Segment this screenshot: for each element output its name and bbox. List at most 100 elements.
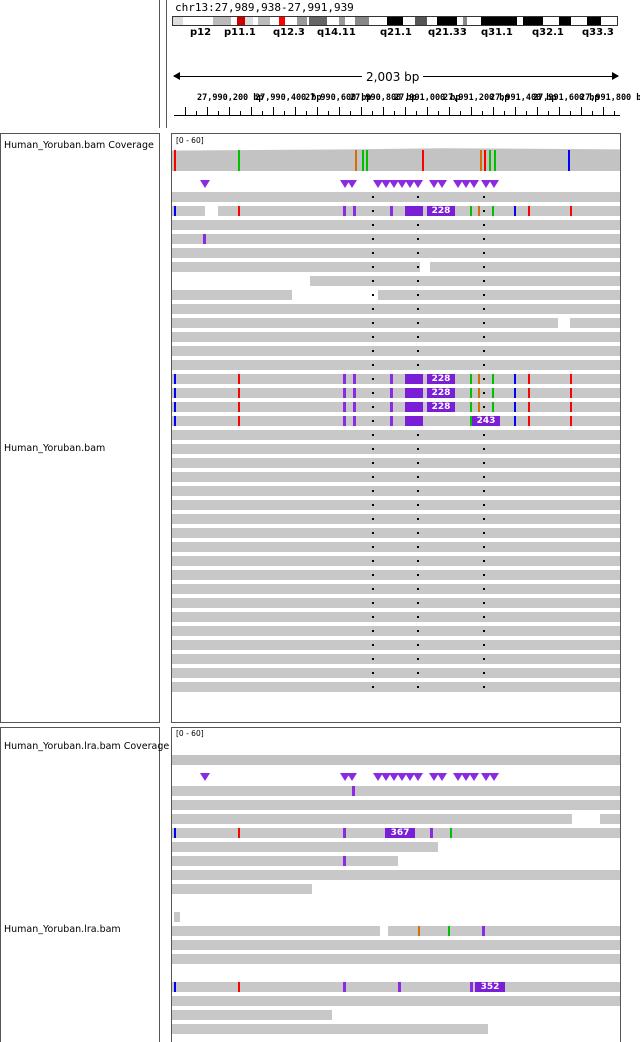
mismatch-base — [492, 374, 494, 384]
deletion-mark — [372, 252, 374, 254]
coverage-track-2[interactable] — [172, 755, 620, 765]
aligned-read — [172, 206, 205, 216]
deletion-mark — [372, 392, 374, 394]
ruler-tick — [295, 107, 296, 115]
ruler-span-label: 2,003 bp — [362, 70, 424, 84]
insertion-mark — [343, 402, 346, 412]
deletion-mark — [483, 322, 485, 324]
ruler-tick — [515, 107, 516, 115]
ruler-tick — [251, 107, 252, 115]
ruler-tick — [449, 107, 450, 115]
mismatch-base — [238, 374, 240, 384]
deletion-mark — [483, 602, 485, 604]
coverage-mismatch — [238, 150, 240, 171]
deletion-mark — [372, 238, 374, 240]
deletion-mark — [372, 210, 374, 212]
insertion-triangle — [397, 180, 407, 188]
deletion-mark — [483, 196, 485, 198]
aligned-read — [172, 940, 620, 950]
deletion-mark — [483, 280, 485, 282]
ruler-tick — [438, 111, 439, 115]
deletion-mark — [417, 476, 419, 478]
track-name-alignments-2[interactable]: Human_Yoruban.lra.bam — [4, 924, 121, 935]
insertion-block — [405, 388, 423, 398]
ruler-axis — [174, 115, 620, 116]
aligned-read — [172, 926, 380, 936]
insertion-block — [405, 374, 423, 384]
insertion-triangle — [437, 180, 447, 188]
mismatch-base — [470, 402, 472, 412]
insertion-triangle — [200, 773, 210, 781]
deletion-mark — [417, 602, 419, 604]
insertion-block — [405, 416, 423, 426]
coverage-range-1: [0 - 60] — [176, 136, 204, 145]
chromosome-ideogram[interactable] — [172, 16, 618, 26]
deletion-mark — [417, 196, 419, 198]
insertion-mark — [343, 206, 346, 216]
deletion-mark — [417, 532, 419, 534]
track-name-coverage-2[interactable]: Human_Yoruban.lra.bam Coverage — [4, 741, 170, 752]
deletion-mark — [417, 616, 419, 618]
ruler-tick — [218, 111, 219, 115]
insertion-mark — [353, 402, 356, 412]
deletion-mark — [417, 350, 419, 352]
ruler-tick — [361, 107, 362, 115]
deletion-mark — [417, 644, 419, 646]
coverage-mismatch — [489, 150, 491, 171]
deletion-mark — [483, 224, 485, 226]
insertion-mark — [430, 828, 433, 838]
band-label: q21.33 — [428, 27, 467, 38]
insertion-triangle — [405, 773, 415, 781]
ruler-tick — [196, 111, 197, 115]
deletion-mark — [483, 658, 485, 660]
mismatch-base — [528, 416, 530, 426]
ruler-tick — [570, 111, 571, 115]
aligned-read — [172, 814, 572, 824]
insertion-mark — [203, 234, 206, 244]
insertion-mark — [353, 374, 356, 384]
mismatch-base — [238, 982, 240, 992]
coverage-mismatch — [568, 150, 570, 171]
deletion-mark — [483, 266, 485, 268]
track-name-coverage-1[interactable]: Human_Yoruban.bam Coverage — [4, 140, 154, 151]
insertion-label: 228 — [427, 388, 455, 398]
insertion-label: 367 — [385, 828, 415, 838]
track-name-panel-1 — [0, 133, 160, 723]
deletion-mark — [372, 602, 374, 604]
deletion-mark — [483, 532, 485, 534]
band-label: q14.11 — [317, 27, 356, 38]
deletion-mark — [483, 476, 485, 478]
ruler-tick — [603, 107, 604, 115]
deletion-mark — [417, 560, 419, 562]
deletion-mark — [372, 336, 374, 338]
deletion-mark — [483, 630, 485, 632]
aligned-read — [172, 640, 620, 650]
deletion-mark — [372, 574, 374, 576]
coverage-mismatch — [366, 150, 368, 171]
ruler-tick — [482, 111, 483, 115]
aligned-read — [172, 542, 620, 552]
ruler-tick-label: 27,990,400 bp — [255, 93, 322, 103]
deletion-mark — [483, 588, 485, 590]
track-name-alignments-1[interactable]: Human_Yoruban.bam — [4, 443, 106, 454]
aligned-read — [172, 870, 620, 880]
ruler-tick-label: 27,991,000 bp — [394, 93, 461, 103]
coverage-track-1[interactable] — [172, 148, 620, 171]
deletion-mark — [372, 196, 374, 198]
mismatch-base — [174, 206, 176, 216]
deletion-mark — [372, 490, 374, 492]
data-panel-1[interactable] — [171, 133, 621, 723]
insertion-mark — [343, 416, 346, 426]
band-label: q32.1 — [532, 27, 564, 38]
mismatch-base — [470, 388, 472, 398]
aligned-read — [378, 290, 620, 300]
insertion-mark — [353, 206, 356, 216]
insertion-mark — [343, 856, 346, 866]
aligned-read — [172, 430, 620, 440]
coverage-mismatch — [422, 150, 424, 171]
insertion-triangle — [373, 773, 383, 781]
deletion-mark — [417, 294, 419, 296]
insertion-mark — [470, 982, 473, 992]
coverage-mismatch — [494, 150, 496, 171]
ruler-tick — [207, 107, 208, 115]
